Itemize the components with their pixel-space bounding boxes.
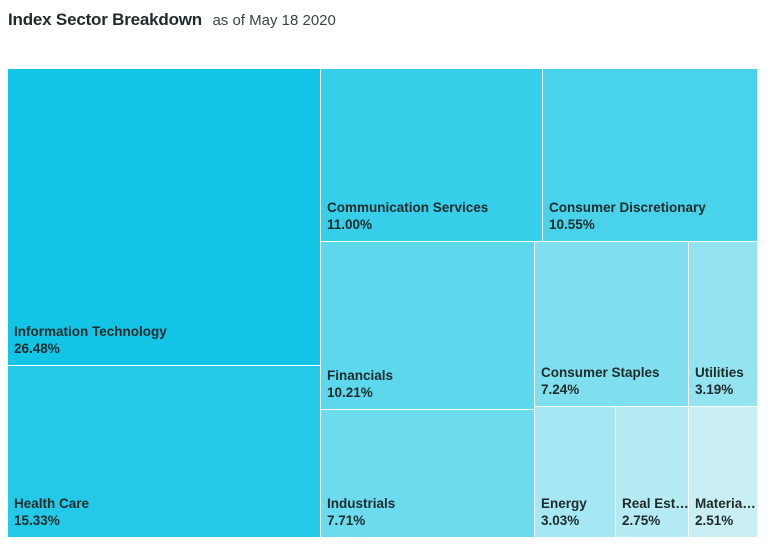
tile-label: Health Care bbox=[14, 496, 90, 511]
tile-label: Utilities bbox=[695, 365, 744, 380]
tile-consumer-discretionary[interactable]: Consumer Discretionary 10.55% bbox=[543, 69, 758, 242]
tile-label: Real Est… bbox=[622, 496, 689, 511]
tile-value: 11.00% bbox=[327, 217, 373, 232]
tile-industrials[interactable]: Industrials 7.71% bbox=[321, 410, 535, 538]
tile-value: 26.48% bbox=[14, 341, 60, 356]
tile-communication-services[interactable]: Communication Services 11.00% bbox=[321, 69, 543, 242]
tile-label: Information Technology bbox=[14, 324, 167, 339]
tile-value: 7.71% bbox=[327, 513, 366, 528]
tile-label: Communication Services bbox=[327, 200, 489, 215]
chart-header: Index Sector Breakdown as of May 18 2020 bbox=[8, 10, 336, 30]
tile-label: Consumer Discretionary bbox=[549, 200, 706, 215]
tile-value: 10.55% bbox=[549, 217, 595, 232]
tile-value: 2.51% bbox=[695, 513, 734, 528]
tile-materials[interactable]: Materia… 2.51% bbox=[689, 407, 758, 538]
tile-label: Industrials bbox=[327, 496, 396, 511]
tile-real-estate[interactable]: Real Est… 2.75% bbox=[616, 407, 689, 538]
tile-information-technology[interactable]: Information Technology 26.48% bbox=[8, 69, 321, 366]
tile-label: Materia… bbox=[695, 496, 756, 511]
tile-label: Energy bbox=[541, 496, 587, 511]
chart-title: Index Sector Breakdown bbox=[8, 10, 202, 29]
tile-energy[interactable]: Energy 3.03% bbox=[535, 407, 616, 538]
chart-subtitle: as of May 18 2020 bbox=[212, 12, 336, 29]
tile-utilities[interactable]: Utilities 3.19% bbox=[689, 242, 758, 407]
tile-consumer-staples[interactable]: Consumer Staples 7.24% bbox=[535, 242, 689, 407]
tile-value: 10.21% bbox=[327, 385, 373, 400]
tile-label: Consumer Staples bbox=[541, 365, 660, 380]
tile-value: 3.03% bbox=[541, 513, 580, 528]
tile-health-care[interactable]: Health Care 15.33% bbox=[8, 366, 321, 538]
tile-value: 15.33% bbox=[14, 513, 60, 528]
tile-value: 2.75% bbox=[622, 513, 661, 528]
tile-value: 7.24% bbox=[541, 382, 580, 397]
tile-financials[interactable]: Financials 10.21% bbox=[321, 242, 535, 410]
tile-label: Financials bbox=[327, 368, 394, 383]
sector-treemap: Information Technology 26.48% Health Care 1… bbox=[8, 69, 758, 538]
tile-value: 3.19% bbox=[695, 382, 734, 397]
